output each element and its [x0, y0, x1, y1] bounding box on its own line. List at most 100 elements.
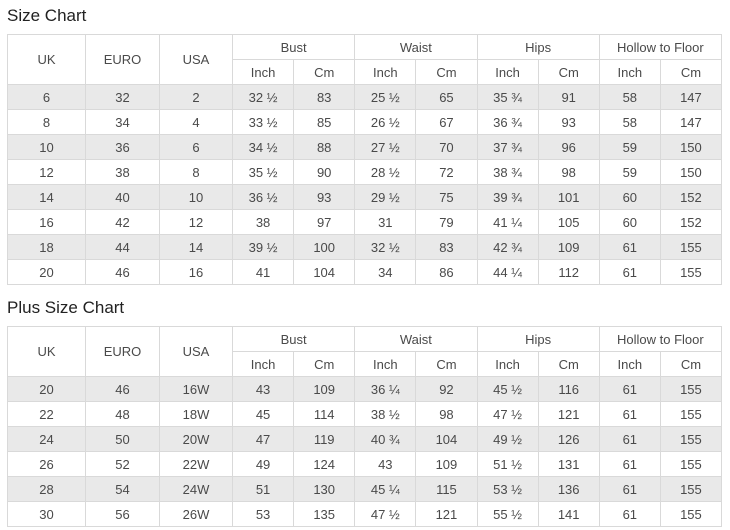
size-cell: 105: [537, 209, 600, 235]
table-row: 24 50 20W 47 119 40 ¾ 104 49 ½ 126 61 155: [7, 426, 723, 452]
header-unit-row: Inch Cm Inch Cm Inch Cm Inch Cm: [8, 59, 723, 85]
size-cell: 10: [159, 184, 233, 210]
size-cell: 20W: [159, 426, 233, 452]
size-cell: 130: [293, 476, 356, 502]
size-cell: 35 ½: [231, 159, 295, 185]
size-cell: 88: [293, 134, 356, 160]
plus-size-chart-section: Plus Size Chart UK EURO USA Bust Waist Hips Ho…: [7, 298, 723, 527]
unit-header: Cm: [659, 351, 723, 377]
size-cell: 51: [231, 476, 295, 502]
unit-header: Inch: [231, 59, 295, 85]
size-cell: 38: [231, 209, 295, 235]
size-cell: 60: [598, 184, 661, 210]
size-cell: 26 ½: [354, 109, 417, 135]
column-group-header: Waist: [354, 34, 478, 60]
size-cell: 28: [7, 476, 86, 502]
size-cell: 51 ½: [476, 451, 539, 477]
size-cell: 61: [598, 401, 661, 427]
size-cell: 44 ¼: [476, 259, 539, 285]
size-cell: 112: [537, 259, 600, 285]
table-row: 20 46 16W 43 109 36 ¼ 92 45 ½ 116 61 155: [7, 376, 723, 402]
size-cell: 47 ½: [354, 501, 417, 527]
size-cell: 32 ½: [354, 234, 417, 260]
size-cell: 58: [598, 84, 661, 110]
size-cell: 31: [354, 209, 417, 235]
unit-header: Cm: [537, 59, 600, 85]
size-cell: 109: [537, 234, 600, 260]
unit-header: Inch: [598, 59, 661, 85]
size-cell: 109: [293, 376, 356, 402]
unit-header: Cm: [537, 351, 600, 377]
plus-size-chart-table: UK EURO USA Bust Waist Hips Hollow to Floor Inc…: [7, 326, 723, 527]
size-cell: 41 ¼: [476, 209, 539, 235]
size-cell: 8: [159, 159, 233, 185]
size-cell: 16W: [159, 376, 233, 402]
size-cell: 35 ¾: [476, 84, 539, 110]
size-cell: 155: [659, 476, 723, 502]
size-cell: 121: [537, 401, 600, 427]
size-cell: 12: [7, 159, 86, 185]
unit-header: Inch: [354, 351, 417, 377]
column-group-header: USA: [159, 34, 233, 85]
size-cell: 20: [7, 376, 86, 402]
size-cell: 44: [85, 234, 160, 260]
size-cell: 97: [293, 209, 356, 235]
size-cell: 53: [231, 501, 295, 527]
size-cell: 42: [85, 209, 160, 235]
size-cell: 104: [293, 259, 356, 285]
size-chart-table: UK EURO USA Bust Waist Hips Hollow to Floor Inc…: [7, 34, 723, 285]
size-cell: 75: [415, 184, 478, 210]
size-cell: 61: [598, 376, 661, 402]
size-cell: 59: [598, 134, 661, 160]
header-group-row: UK EURO USA Bust Waist Hips Hollow to Floor: [7, 326, 723, 377]
size-cell: 155: [659, 501, 723, 527]
plus-size-chart-title: Plus Size Chart: [7, 298, 125, 317]
size-cell: 26: [7, 451, 86, 477]
size-cell: 18W: [159, 401, 233, 427]
size-cell: 40 ¾: [354, 426, 417, 452]
size-cell: 124: [293, 451, 356, 477]
size-cell: 52: [85, 451, 160, 477]
size-cell: 6: [7, 84, 86, 110]
size-cell: 50: [85, 426, 160, 452]
size-cell: 36: [85, 134, 160, 160]
column-group-header: Waist: [354, 326, 478, 352]
table-row: 26 52 22W 49 124 43 109 51 ½ 131 61 155: [7, 451, 723, 477]
unit-header: Cm: [293, 351, 356, 377]
size-cell: 16: [159, 259, 233, 285]
size-cell: 150: [659, 159, 723, 185]
size-cell: 70: [415, 134, 478, 160]
size-cell: 98: [415, 401, 478, 427]
column-group-header: UK: [7, 326, 86, 377]
size-cell: 92: [415, 376, 478, 402]
size-cell: 150: [659, 134, 723, 160]
size-cell: 152: [659, 209, 723, 235]
size-cell: 98: [537, 159, 600, 185]
column-group-header: Hollow to Floor: [598, 326, 723, 352]
size-chart-section: Size Chart UK EURO USA Bust Waist Hips Hollow …: [7, 6, 723, 285]
size-cell: 34: [85, 109, 160, 135]
unit-header: Cm: [659, 59, 723, 85]
size-cell: 32: [85, 84, 160, 110]
size-cell: 46: [85, 376, 160, 402]
size-cell: 67: [415, 109, 478, 135]
size-cell: 38 ¾: [476, 159, 539, 185]
unit-header: Inch: [598, 351, 661, 377]
size-cell: 54: [85, 476, 160, 502]
size-cell: 49: [231, 451, 295, 477]
size-cell: 36 ½: [231, 184, 295, 210]
size-cell: 8: [7, 109, 86, 135]
size-cell: 152: [659, 184, 723, 210]
size-cell: 48: [85, 401, 160, 427]
unit-header: Inch: [476, 351, 539, 377]
size-cell: 26W: [159, 501, 233, 527]
size-cell: 85: [293, 109, 356, 135]
column-group-header: EURO: [85, 326, 160, 377]
size-cell: 32 ½: [231, 84, 295, 110]
header-group-row: UK EURO USA Bust Waist Hips Hollow to Floor: [7, 34, 723, 85]
size-cell: 10: [7, 134, 86, 160]
size-cell: 29 ½: [354, 184, 417, 210]
size-cell: 28 ½: [354, 159, 417, 185]
unit-header: Inch: [354, 59, 417, 85]
table-row: 28 54 24W 51 130 45 ¼ 115 53 ½ 136 61 155: [7, 476, 723, 502]
